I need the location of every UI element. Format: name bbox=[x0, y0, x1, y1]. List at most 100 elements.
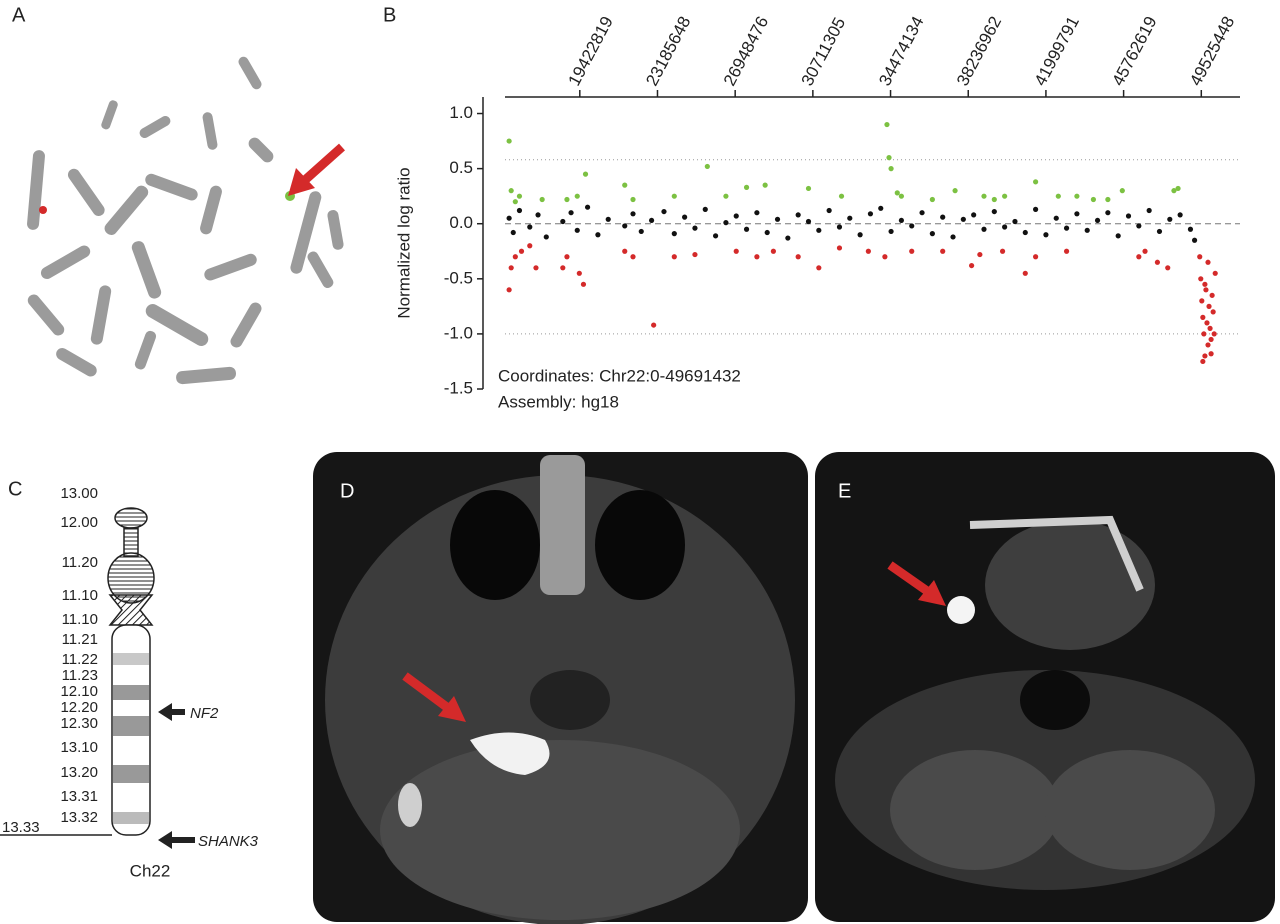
data-point bbox=[564, 196, 570, 203]
data-point bbox=[1063, 248, 1070, 254]
data-point bbox=[568, 210, 574, 216]
band-label: 11.23 bbox=[62, 667, 98, 684]
data-point bbox=[1136, 254, 1142, 260]
data-point bbox=[991, 208, 997, 215]
data-point bbox=[795, 254, 801, 260]
data-point bbox=[1146, 207, 1152, 214]
data-point bbox=[564, 254, 570, 260]
data-point bbox=[886, 155, 892, 161]
y-tick-label: -1.5 bbox=[444, 378, 473, 397]
data-point bbox=[576, 270, 582, 276]
data-point bbox=[1206, 303, 1212, 309]
data-point bbox=[1002, 224, 1008, 230]
data-point bbox=[1033, 179, 1039, 185]
data-point bbox=[712, 233, 719, 239]
data-point bbox=[1203, 287, 1209, 293]
data-point bbox=[1136, 223, 1142, 229]
band-label: 13.33 bbox=[2, 819, 40, 836]
mri-image bbox=[815, 452, 1275, 922]
x-tick-label: 41999791 bbox=[1031, 13, 1083, 89]
data-point bbox=[1171, 188, 1177, 194]
data-point bbox=[981, 193, 987, 199]
data-point bbox=[580, 281, 587, 287]
data-point bbox=[1207, 325, 1213, 331]
data-point bbox=[630, 196, 636, 203]
data-point bbox=[1208, 351, 1214, 357]
data-point bbox=[991, 196, 997, 203]
data-point bbox=[1022, 229, 1028, 236]
data-point bbox=[638, 228, 644, 235]
data-point bbox=[1200, 314, 1206, 320]
data-point bbox=[762, 182, 768, 188]
data-point bbox=[1043, 232, 1049, 238]
band-label: 11.10 bbox=[62, 611, 98, 628]
data-point bbox=[929, 196, 935, 203]
data-point bbox=[671, 254, 677, 260]
chromosome-name: Ch22 bbox=[130, 861, 171, 880]
data-point bbox=[754, 210, 760, 216]
x-tick-label: 26948476 bbox=[720, 13, 772, 89]
data-point bbox=[1175, 185, 1181, 192]
data-point bbox=[888, 228, 894, 235]
data-point bbox=[816, 265, 822, 271]
x-tick-label: 45762619 bbox=[1108, 13, 1160, 89]
data-point bbox=[764, 229, 770, 236]
data-point bbox=[1142, 248, 1148, 254]
band-label: 13.31 bbox=[60, 788, 98, 805]
annotation: Assembly: hg18 bbox=[498, 392, 619, 411]
data-point bbox=[702, 206, 708, 212]
data-point bbox=[671, 231, 677, 237]
data-point bbox=[929, 231, 935, 237]
y-tick-label: 1.0 bbox=[449, 103, 473, 122]
y-tick-label: 0.0 bbox=[449, 213, 473, 232]
data-point bbox=[795, 212, 801, 218]
data-point bbox=[971, 212, 977, 218]
data-point bbox=[952, 188, 958, 194]
data-point bbox=[723, 193, 729, 199]
data-point bbox=[774, 216, 781, 222]
data-point bbox=[1212, 270, 1218, 276]
data-point bbox=[838, 193, 845, 199]
data-point bbox=[1055, 193, 1061, 199]
data-point bbox=[1167, 216, 1173, 222]
data-point bbox=[898, 217, 905, 224]
band-label: 12.00 bbox=[60, 514, 98, 531]
band-label: 11.20 bbox=[62, 554, 98, 571]
data-point bbox=[805, 185, 812, 192]
panel-label: D bbox=[340, 480, 354, 502]
data-point bbox=[1033, 206, 1039, 212]
data-point bbox=[535, 212, 541, 218]
data-point bbox=[754, 254, 760, 260]
data-point bbox=[1094, 217, 1101, 224]
panel-label: B bbox=[383, 4, 396, 26]
data-point bbox=[867, 211, 874, 217]
data-point bbox=[1105, 210, 1111, 216]
data-point bbox=[527, 243, 533, 249]
data-point bbox=[865, 248, 871, 254]
data-point bbox=[1199, 298, 1205, 304]
x-tick-label: 30711305 bbox=[798, 14, 850, 89]
data-point bbox=[999, 248, 1006, 254]
data-point bbox=[1187, 226, 1194, 232]
data-point bbox=[909, 223, 915, 229]
data-point bbox=[981, 226, 987, 232]
data-point bbox=[882, 254, 888, 260]
x-tick-label: 38236962 bbox=[953, 13, 1005, 89]
data-point bbox=[1177, 212, 1183, 218]
data-point bbox=[1033, 254, 1039, 260]
data-point bbox=[1165, 265, 1171, 271]
data-point bbox=[518, 248, 525, 254]
data-point bbox=[816, 227, 822, 233]
data-point bbox=[1053, 215, 1059, 221]
data-point bbox=[898, 193, 905, 199]
data-point bbox=[1063, 225, 1070, 231]
data-point bbox=[960, 216, 966, 222]
band-label: 11.10 bbox=[62, 587, 98, 604]
data-point bbox=[512, 199, 518, 205]
data-point bbox=[1156, 228, 1163, 235]
marker-arrows bbox=[158, 703, 195, 849]
x-tick-label: 23185648 bbox=[642, 13, 694, 89]
y-axis-title: Normalized log ratio bbox=[394, 167, 413, 318]
data-point bbox=[1202, 353, 1208, 359]
